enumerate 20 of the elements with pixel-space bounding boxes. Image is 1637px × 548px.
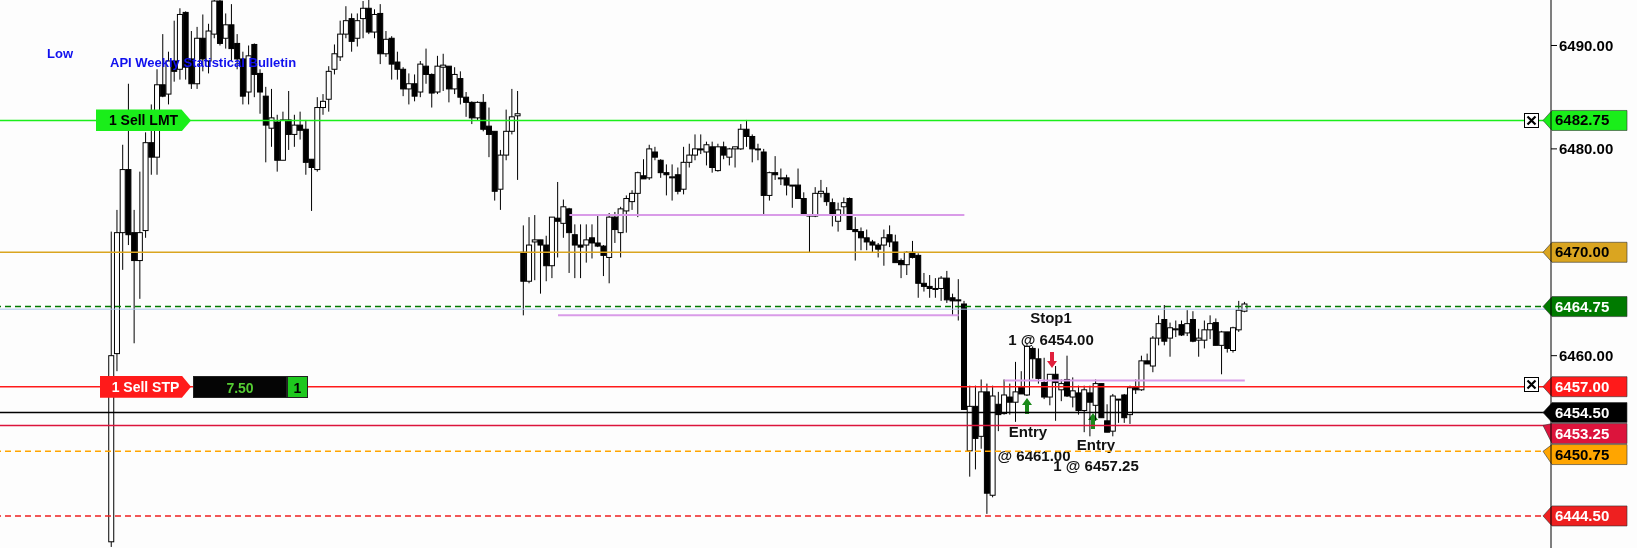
y-tick-label: 6490.00 [1559, 36, 1614, 54]
ref-line-label: 6482.75 [1555, 111, 1610, 129]
annotation: Stop1 [1030, 308, 1072, 328]
ref-line-label: 6450.75 [1555, 445, 1610, 463]
ref-line-label: 6470.00 [1555, 243, 1610, 261]
ref-line-label: 6454.50 [1555, 403, 1610, 421]
ref-line-label: 6453.25 [1555, 424, 1610, 442]
ref-line-label: 6464.75 [1555, 297, 1610, 315]
annotation: Entry [1076, 435, 1116, 455]
ref-line-label: 6444.50 [1555, 506, 1610, 524]
annotation: Entry [1008, 422, 1048, 442]
annotation: 1 Sell STP [100, 375, 191, 398]
label-box: 1 [287, 375, 308, 398]
annotation: 1 @ 6454.00 [1008, 330, 1094, 350]
y-tick-label: 6460.00 [1559, 347, 1614, 365]
annotation: Low [47, 45, 73, 63]
label-box: 7.50 [193, 375, 287, 398]
annotation: 1 Sell LMT [96, 109, 191, 132]
ref-line-label: 6457.00 [1555, 377, 1610, 395]
y-tick-label: 6480.00 [1559, 140, 1614, 158]
